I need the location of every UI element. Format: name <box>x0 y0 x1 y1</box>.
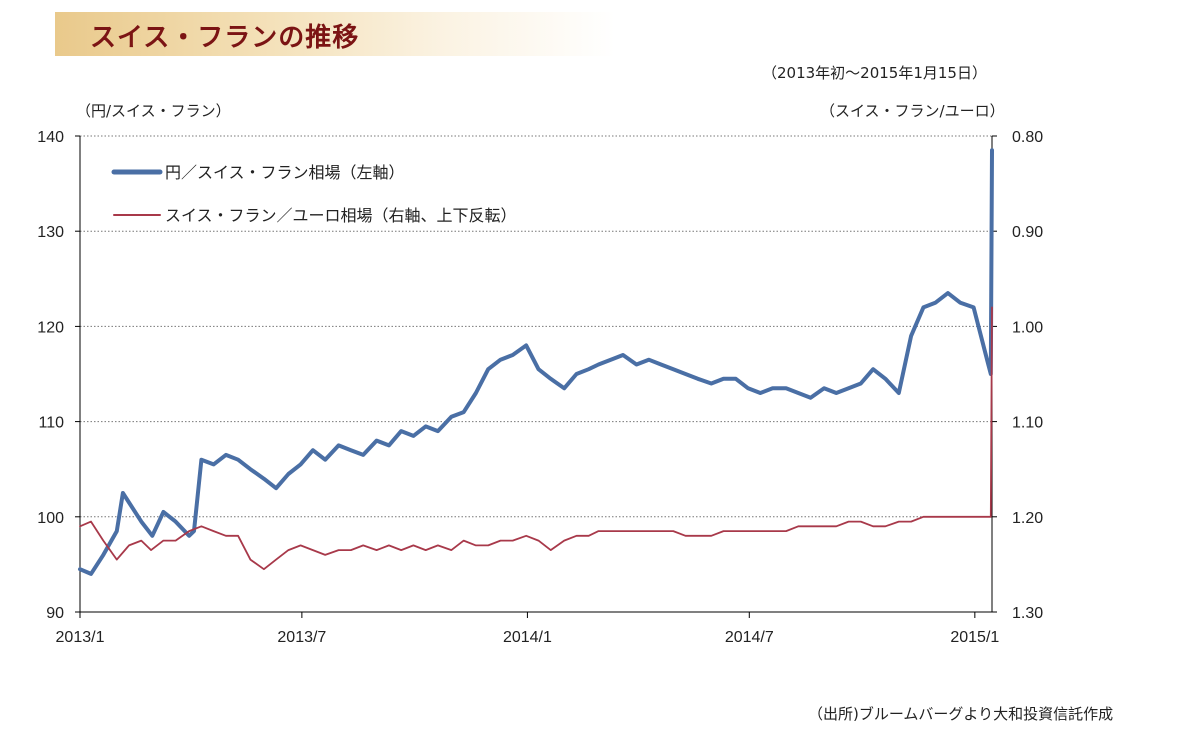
left-y-tick-label: 140 <box>37 129 64 146</box>
right-y-tick-label: 1.00 <box>1012 319 1043 336</box>
right-y-tick-label: 0.80 <box>1012 129 1043 146</box>
left-y-tick-label: 110 <box>38 415 64 432</box>
legend-label-chf-eur: スイス・フラン／ユーロ相場（右軸、上下反転） <box>165 206 517 225</box>
right-y-tick-label: 1.10 <box>1012 415 1043 432</box>
left-axis-unit: （円/スイス・フラン） <box>76 102 231 120</box>
right-y-tick-label: 0.90 <box>1012 224 1043 241</box>
period-label: （2013年初～2015年1月15日） <box>762 64 987 82</box>
series-line-jpy-chf <box>78 148 994 576</box>
legend-label-jpy-chf: 円／スイス・フラン相場（左軸） <box>165 163 405 182</box>
right-axis-unit: （スイス・フラン/ユーロ） <box>820 102 1005 120</box>
x-tick-label: 2014/1 <box>503 629 552 646</box>
title-band <box>55 12 615 56</box>
left-y-tick-label: 100 <box>37 510 64 527</box>
left-y-tick-label: 120 <box>37 319 64 336</box>
page-title: スイス・フランの推移 <box>90 23 360 53</box>
right-y-tick-label: 1.30 <box>1012 605 1043 622</box>
left-y-tick-label: 90 <box>46 605 64 622</box>
x-tick-label: 2014/7 <box>725 629 774 646</box>
x-tick-label: 2013/7 <box>277 629 326 646</box>
x-tick-label: 2013/1 <box>56 629 105 646</box>
left-y-tick-label: 130 <box>37 224 64 241</box>
x-tick-label: 2015/1 <box>950 629 999 646</box>
right-y-tick-label: 1.20 <box>1012 510 1043 527</box>
series-line-chf-eur <box>79 306 993 571</box>
source-note: （出所)ブルームバーグより大和投資信託作成 <box>808 705 1114 723</box>
